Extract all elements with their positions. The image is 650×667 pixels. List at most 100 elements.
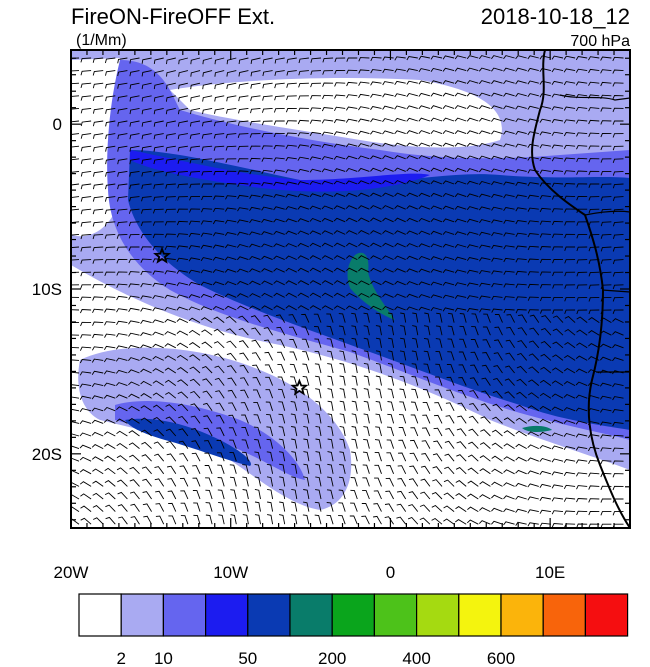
wind-barb — [444, 440, 455, 449]
wind-barb — [105, 158, 116, 165]
wind-barb — [588, 196, 600, 201]
wind-barb — [189, 183, 201, 189]
wind-barb — [375, 362, 382, 374]
wind-barb — [357, 230, 370, 235]
wind-barb — [467, 480, 479, 487]
wind-barb — [564, 233, 576, 239]
wind-barb — [166, 70, 176, 77]
wind-barb — [398, 414, 407, 424]
wind-barb — [345, 305, 358, 311]
wind-barb — [141, 466, 152, 475]
wind-barb — [467, 506, 479, 512]
wind-barb — [575, 394, 588, 399]
wind-barb — [202, 107, 213, 115]
wind-barb — [375, 426, 382, 437]
wind-barb — [214, 377, 225, 386]
wind-barb — [345, 292, 358, 298]
wind-barb — [382, 167, 394, 172]
wind-barb — [309, 156, 322, 161]
wind-barb — [225, 158, 237, 163]
wind-barb — [179, 465, 189, 475]
wind-barb — [315, 400, 322, 411]
wind-barb — [104, 208, 116, 215]
wind-barb — [141, 170, 152, 177]
wind-barb — [266, 413, 274, 424]
wind-barb — [459, 338, 467, 348]
wind-barb — [515, 270, 527, 276]
wind-barb — [129, 107, 140, 115]
wind-barb — [165, 196, 176, 202]
wind-barb — [117, 196, 128, 202]
wind-barb — [315, 489, 322, 500]
wind-barb — [285, 132, 297, 137]
wind-barb — [236, 293, 249, 298]
wind-barb — [397, 465, 407, 474]
wind-barb — [189, 158, 201, 164]
wind-barb — [374, 439, 382, 449]
wind-barb — [92, 208, 104, 215]
wind-barb — [527, 457, 539, 462]
wind-barb — [563, 484, 576, 490]
wind-barb — [470, 339, 479, 348]
wind-barb — [588, 296, 600, 302]
wind-barb — [80, 208, 92, 215]
wind-barb — [104, 467, 116, 475]
wind-barb — [153, 70, 164, 77]
wind-barb — [410, 414, 419, 424]
wind-barb — [71, 183, 80, 186]
wind-barb — [128, 417, 140, 424]
wind-barb — [176, 354, 189, 361]
wind-barb — [588, 221, 600, 227]
wind-barb — [447, 351, 455, 361]
wind-barb — [551, 471, 564, 476]
wind-barb — [382, 230, 394, 235]
wind-barb — [80, 158, 92, 165]
wind-barb — [527, 271, 539, 276]
wind-barb — [600, 107, 612, 112]
wind-barb — [576, 498, 588, 503]
wind-barb — [442, 243, 455, 248]
wind-barb — [129, 466, 140, 475]
wind-barb — [164, 282, 176, 287]
wind-barb — [321, 131, 334, 136]
wind-barb — [71, 346, 80, 349]
wind-barb — [254, 451, 261, 462]
wind-barb — [349, 515, 358, 525]
wind-barb — [279, 476, 286, 487]
wind-barb — [188, 306, 201, 311]
wind-barb — [505, 365, 515, 374]
wind-barb — [273, 292, 285, 298]
wind-barb — [503, 118, 515, 123]
wind-barb — [213, 170, 225, 176]
wind-barb — [375, 337, 382, 348]
wind-barb — [454, 294, 467, 300]
wind-barb — [447, 338, 455, 348]
wind-barb — [563, 81, 576, 86]
wind-barb — [279, 463, 286, 474]
wind-barb — [447, 312, 455, 323]
wind-barb — [224, 268, 237, 273]
wind-barb — [333, 119, 346, 124]
wind-barb — [466, 155, 479, 160]
wind-barb — [466, 269, 479, 274]
wind-barb — [104, 271, 116, 276]
wind-barb — [382, 293, 394, 298]
wind-barb — [92, 333, 104, 339]
wind-barb — [445, 402, 455, 412]
wind-barb — [515, 443, 527, 449]
wind-barb — [291, 463, 298, 474]
wind-barb — [503, 482, 515, 487]
wind-barb — [539, 470, 552, 475]
wind-barb — [201, 341, 213, 349]
wind-barb — [326, 514, 334, 525]
wind-barb — [418, 92, 431, 97]
wind-barb — [285, 305, 298, 311]
wind-barb — [71, 322, 80, 324]
wind-barb — [444, 466, 455, 475]
lon-tick-label: 10W — [213, 563, 248, 582]
wind-barb — [205, 489, 213, 500]
wind-barb — [491, 92, 503, 97]
wind-barb — [273, 107, 285, 113]
wind-barb — [141, 120, 152, 127]
wind-barb — [165, 95, 176, 102]
